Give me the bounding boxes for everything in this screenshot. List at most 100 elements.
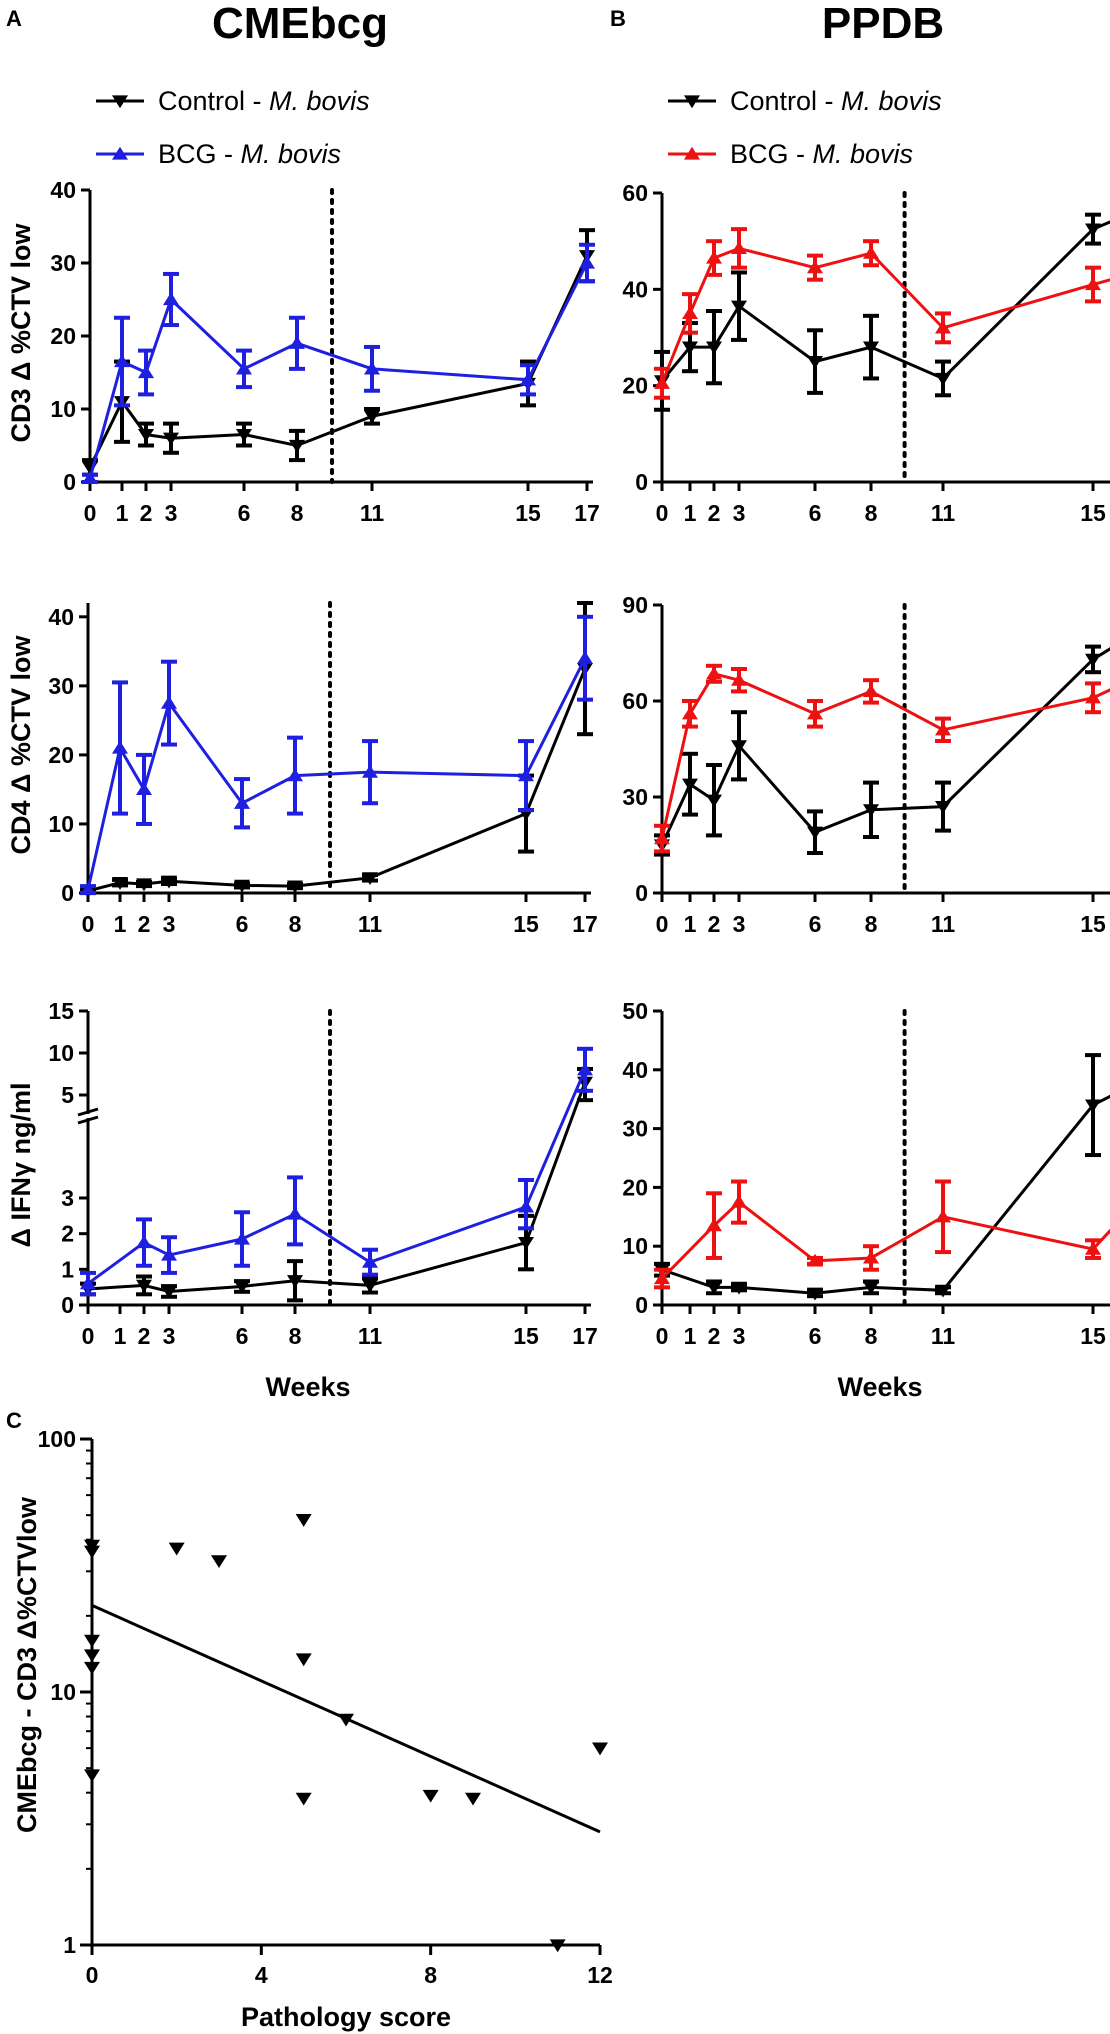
data-point-marker — [807, 355, 823, 369]
data-point-marker — [706, 341, 722, 355]
ylabel-a1: CD3 Δ %CTV low — [6, 223, 36, 443]
x-tick-label: 12 — [587, 1962, 613, 1988]
y-tick-label: 30 — [622, 1116, 648, 1142]
y-tick-label: 30 — [622, 784, 648, 810]
data-point-marker — [731, 673, 747, 686]
y-tick-label: 10 — [622, 1233, 648, 1259]
series-line — [660, 672, 1110, 839]
x-tick-label: 11 — [931, 911, 956, 937]
y-tick-label: 0 — [635, 880, 648, 906]
chart-c-pathology-scatter: 1 10 100 0 4 8 12 — [38, 1426, 613, 1988]
x-tick-label: 3 — [733, 1323, 746, 1349]
x-tick-label: 15 — [1080, 911, 1106, 937]
data-point-marker — [863, 1281, 879, 1295]
x-tick-label: 2 — [708, 911, 721, 937]
x-tick-label: 15 — [513, 911, 539, 937]
x-tick-label: 17 — [572, 911, 598, 937]
series-line — [660, 246, 1110, 384]
x-tick-label: 15 — [515, 500, 541, 526]
scatter-point — [84, 1661, 100, 1675]
scatter-point — [295, 1792, 312, 1806]
x-tick-label: 15 — [1080, 500, 1106, 526]
y-tick-label: 100 — [38, 1426, 76, 1452]
x-tick-label: 8 — [865, 500, 878, 526]
data-point-marker — [577, 651, 593, 664]
chart-b2-cd4-ppdb: 0123681115170306090 — [622, 592, 1110, 937]
data-point-marker — [863, 684, 879, 697]
legend-marker-icon — [684, 95, 700, 109]
x-tick-label: 0 — [656, 500, 669, 526]
axis-break-gap — [86, 1114, 90, 1118]
data-point-marker — [654, 831, 670, 845]
y-tick-label: 0 — [61, 880, 74, 906]
x-tick-label: 8 — [424, 1962, 437, 1988]
y-tick-label: 3 — [61, 1185, 74, 1211]
x-tick-label: 2 — [708, 1323, 721, 1349]
scatter-point — [211, 1555, 227, 1569]
data-point-marker — [935, 320, 951, 334]
data-point-marker — [114, 354, 130, 368]
data-point-marker — [163, 432, 179, 446]
y-tick-label: 15 — [48, 998, 74, 1024]
x-tick-label: 4 — [255, 1962, 268, 1988]
x-tick-label: 2 — [708, 500, 721, 526]
x-tick-label: 11 — [931, 500, 956, 526]
panel-title-b: PPDB — [822, 0, 944, 48]
x-tick-label: 1 — [114, 911, 127, 937]
y-tick-label: 20 — [622, 373, 648, 399]
x-tick-label: 8 — [289, 911, 302, 937]
data-point-marker — [518, 1236, 534, 1250]
x-tick-label: 11 — [360, 500, 385, 526]
data-point-marker — [520, 372, 536, 386]
data-point-marker — [935, 722, 951, 736]
x-tick-label: 6 — [236, 911, 249, 937]
data-point-marker — [863, 246, 879, 259]
y-tick-label: 40 — [622, 1057, 648, 1083]
y-tick-label: 10 — [48, 811, 74, 837]
data-point-marker — [362, 872, 378, 886]
data-point-marker — [731, 300, 747, 314]
data-point-marker — [82, 471, 98, 484]
chart-b1-cd3-ppdb: 0123681115170204060 — [622, 180, 1110, 526]
data-point-marker — [163, 292, 179, 306]
data-point-marker — [706, 794, 722, 808]
x-tick-label: 1 — [684, 911, 697, 937]
series-line — [87, 1081, 587, 1293]
scatter-point — [422, 1789, 439, 1803]
axis-break-mark — [77, 1107, 99, 1117]
data-point-marker — [682, 306, 698, 320]
x-tick-label: 8 — [865, 1323, 878, 1349]
y-tick-label: 5 — [61, 1082, 74, 1108]
x-tick-label: 8 — [291, 500, 304, 526]
panel-label-b: B — [610, 6, 626, 31]
y-tick-label: 0 — [61, 1292, 74, 1318]
data-point-marker — [706, 250, 722, 264]
scatter-point — [338, 1713, 354, 1727]
y-tick-label: 20 — [622, 1174, 648, 1200]
scatter-point — [84, 1769, 100, 1783]
scatter-point — [465, 1792, 481, 1806]
data-point-marker — [80, 882, 96, 896]
y-tick-label: 30 — [48, 673, 74, 699]
data-point-marker — [1085, 690, 1101, 704]
y-tick-label: 2 — [61, 1221, 74, 1247]
data-point-marker — [731, 1194, 747, 1208]
y-tick-label: 60 — [622, 688, 648, 714]
scatter-point — [84, 1545, 100, 1559]
y-tick-label: 90 — [622, 592, 648, 618]
x-tick-label: 3 — [163, 911, 176, 937]
data-point-marker — [112, 877, 128, 890]
x-tick-label: 0 — [82, 911, 95, 937]
y-tick-label: 40 — [622, 276, 648, 302]
series-line — [87, 668, 587, 893]
y-tick-label: 20 — [48, 742, 74, 768]
y-tick-label: 20 — [50, 323, 76, 349]
data-point-marker — [935, 1209, 951, 1223]
data-point-marker — [1085, 653, 1101, 667]
x-tick-label: 6 — [809, 1323, 822, 1349]
data-point-marker — [138, 428, 154, 442]
series-line — [88, 262, 589, 479]
y-tick-label: 10 — [48, 1040, 74, 1066]
